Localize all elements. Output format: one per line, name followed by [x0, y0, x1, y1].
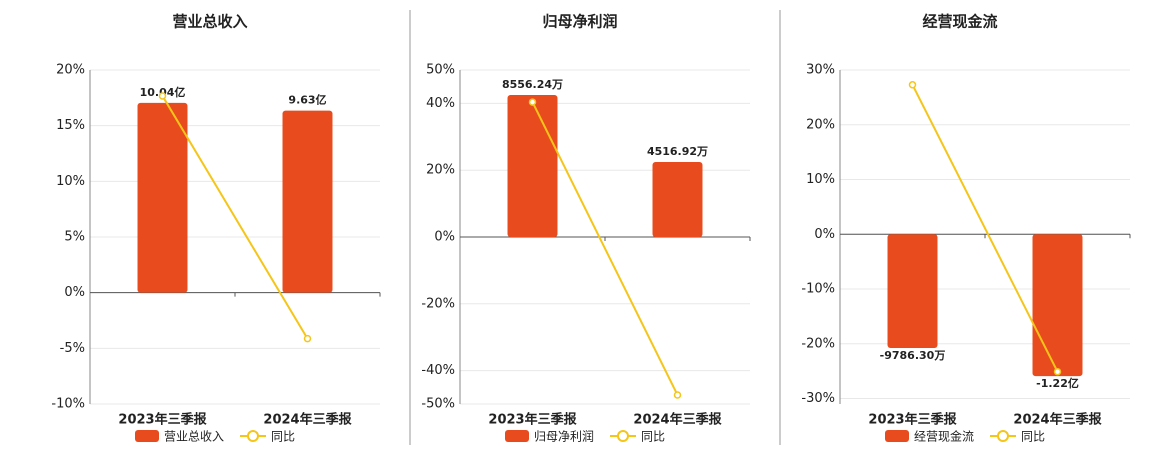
legend-swatch	[135, 430, 159, 442]
value-label: 9.63亿	[288, 93, 326, 107]
legend-label: 营业总收入	[164, 430, 224, 444]
y-tick-label: 10%	[56, 174, 85, 189]
value-label: -1.22亿	[1036, 376, 1079, 390]
x-tick-label: 2024年三季报	[633, 412, 722, 428]
bar	[282, 110, 333, 293]
line	[911, 84, 1059, 373]
bar	[137, 102, 188, 293]
line-point	[528, 98, 537, 106]
chart-title: 归母净利润	[542, 13, 617, 31]
y-tick-label: 0%	[814, 227, 835, 242]
value-label: 4516.92万	[647, 145, 708, 158]
bar	[887, 234, 938, 349]
legend-marker	[617, 430, 629, 442]
y-tick-label: 5%	[64, 230, 85, 245]
line-point	[1053, 367, 1062, 376]
chart-title: 营业总收入	[172, 13, 247, 31]
bar	[1032, 234, 1083, 377]
y-tick-label: -40%	[421, 363, 455, 378]
y-tick-label: -50%	[421, 397, 455, 412]
legend-marker	[997, 430, 1009, 442]
line-point	[158, 92, 167, 100]
x-tick-label: 2023年三季报	[868, 412, 957, 428]
y-tick-label: 0%	[64, 285, 85, 300]
legend-label: 同比	[641, 430, 665, 444]
line-point	[908, 81, 917, 89]
line	[161, 95, 309, 340]
line	[531, 101, 679, 396]
x-tick-label: 2023年三季报	[488, 412, 577, 428]
y-tick-label: -10%	[51, 397, 85, 412]
y-tick-label: -20%	[421, 296, 455, 311]
bar	[652, 162, 703, 237]
y-tick-label: 20%	[56, 63, 85, 78]
legend-swatch	[885, 430, 909, 442]
y-tick-label: -5%	[60, 341, 85, 356]
value-label: 8556.24万	[502, 78, 563, 91]
x-tick-label: 2024年三季报	[1013, 412, 1102, 428]
y-tick-label: -10%	[801, 282, 835, 297]
y-tick-label: 20%	[426, 163, 455, 178]
legend-label: 归母净利润	[534, 430, 594, 444]
chart-title: 经营现金流	[922, 13, 997, 31]
line-point	[303, 334, 312, 343]
value-label: 10.04亿	[140, 85, 186, 99]
y-tick-label: 30%	[806, 63, 835, 78]
y-tick-label: -30%	[801, 391, 835, 406]
y-tick-label: 20%	[806, 117, 835, 132]
legend-label: 经营现金流	[914, 429, 974, 444]
bar	[507, 95, 558, 238]
y-tick-label: 15%	[56, 118, 85, 133]
y-tick-label: 10%	[806, 172, 835, 187]
y-tick-label: -20%	[801, 336, 835, 351]
legend-marker	[247, 430, 259, 442]
x-tick-label: 2024年三季报	[263, 412, 352, 428]
y-tick-label: 40%	[426, 96, 455, 111]
legend-label: 同比	[271, 430, 295, 444]
legend-label: 同比	[1021, 430, 1045, 444]
legend-swatch	[505, 430, 529, 442]
line-point	[673, 391, 682, 399]
y-tick-label: 50%	[426, 63, 455, 78]
y-tick-label: 0%	[434, 230, 455, 245]
x-tick-label: 2023年三季报	[118, 412, 207, 428]
value-label: -9786.30万	[880, 349, 946, 362]
